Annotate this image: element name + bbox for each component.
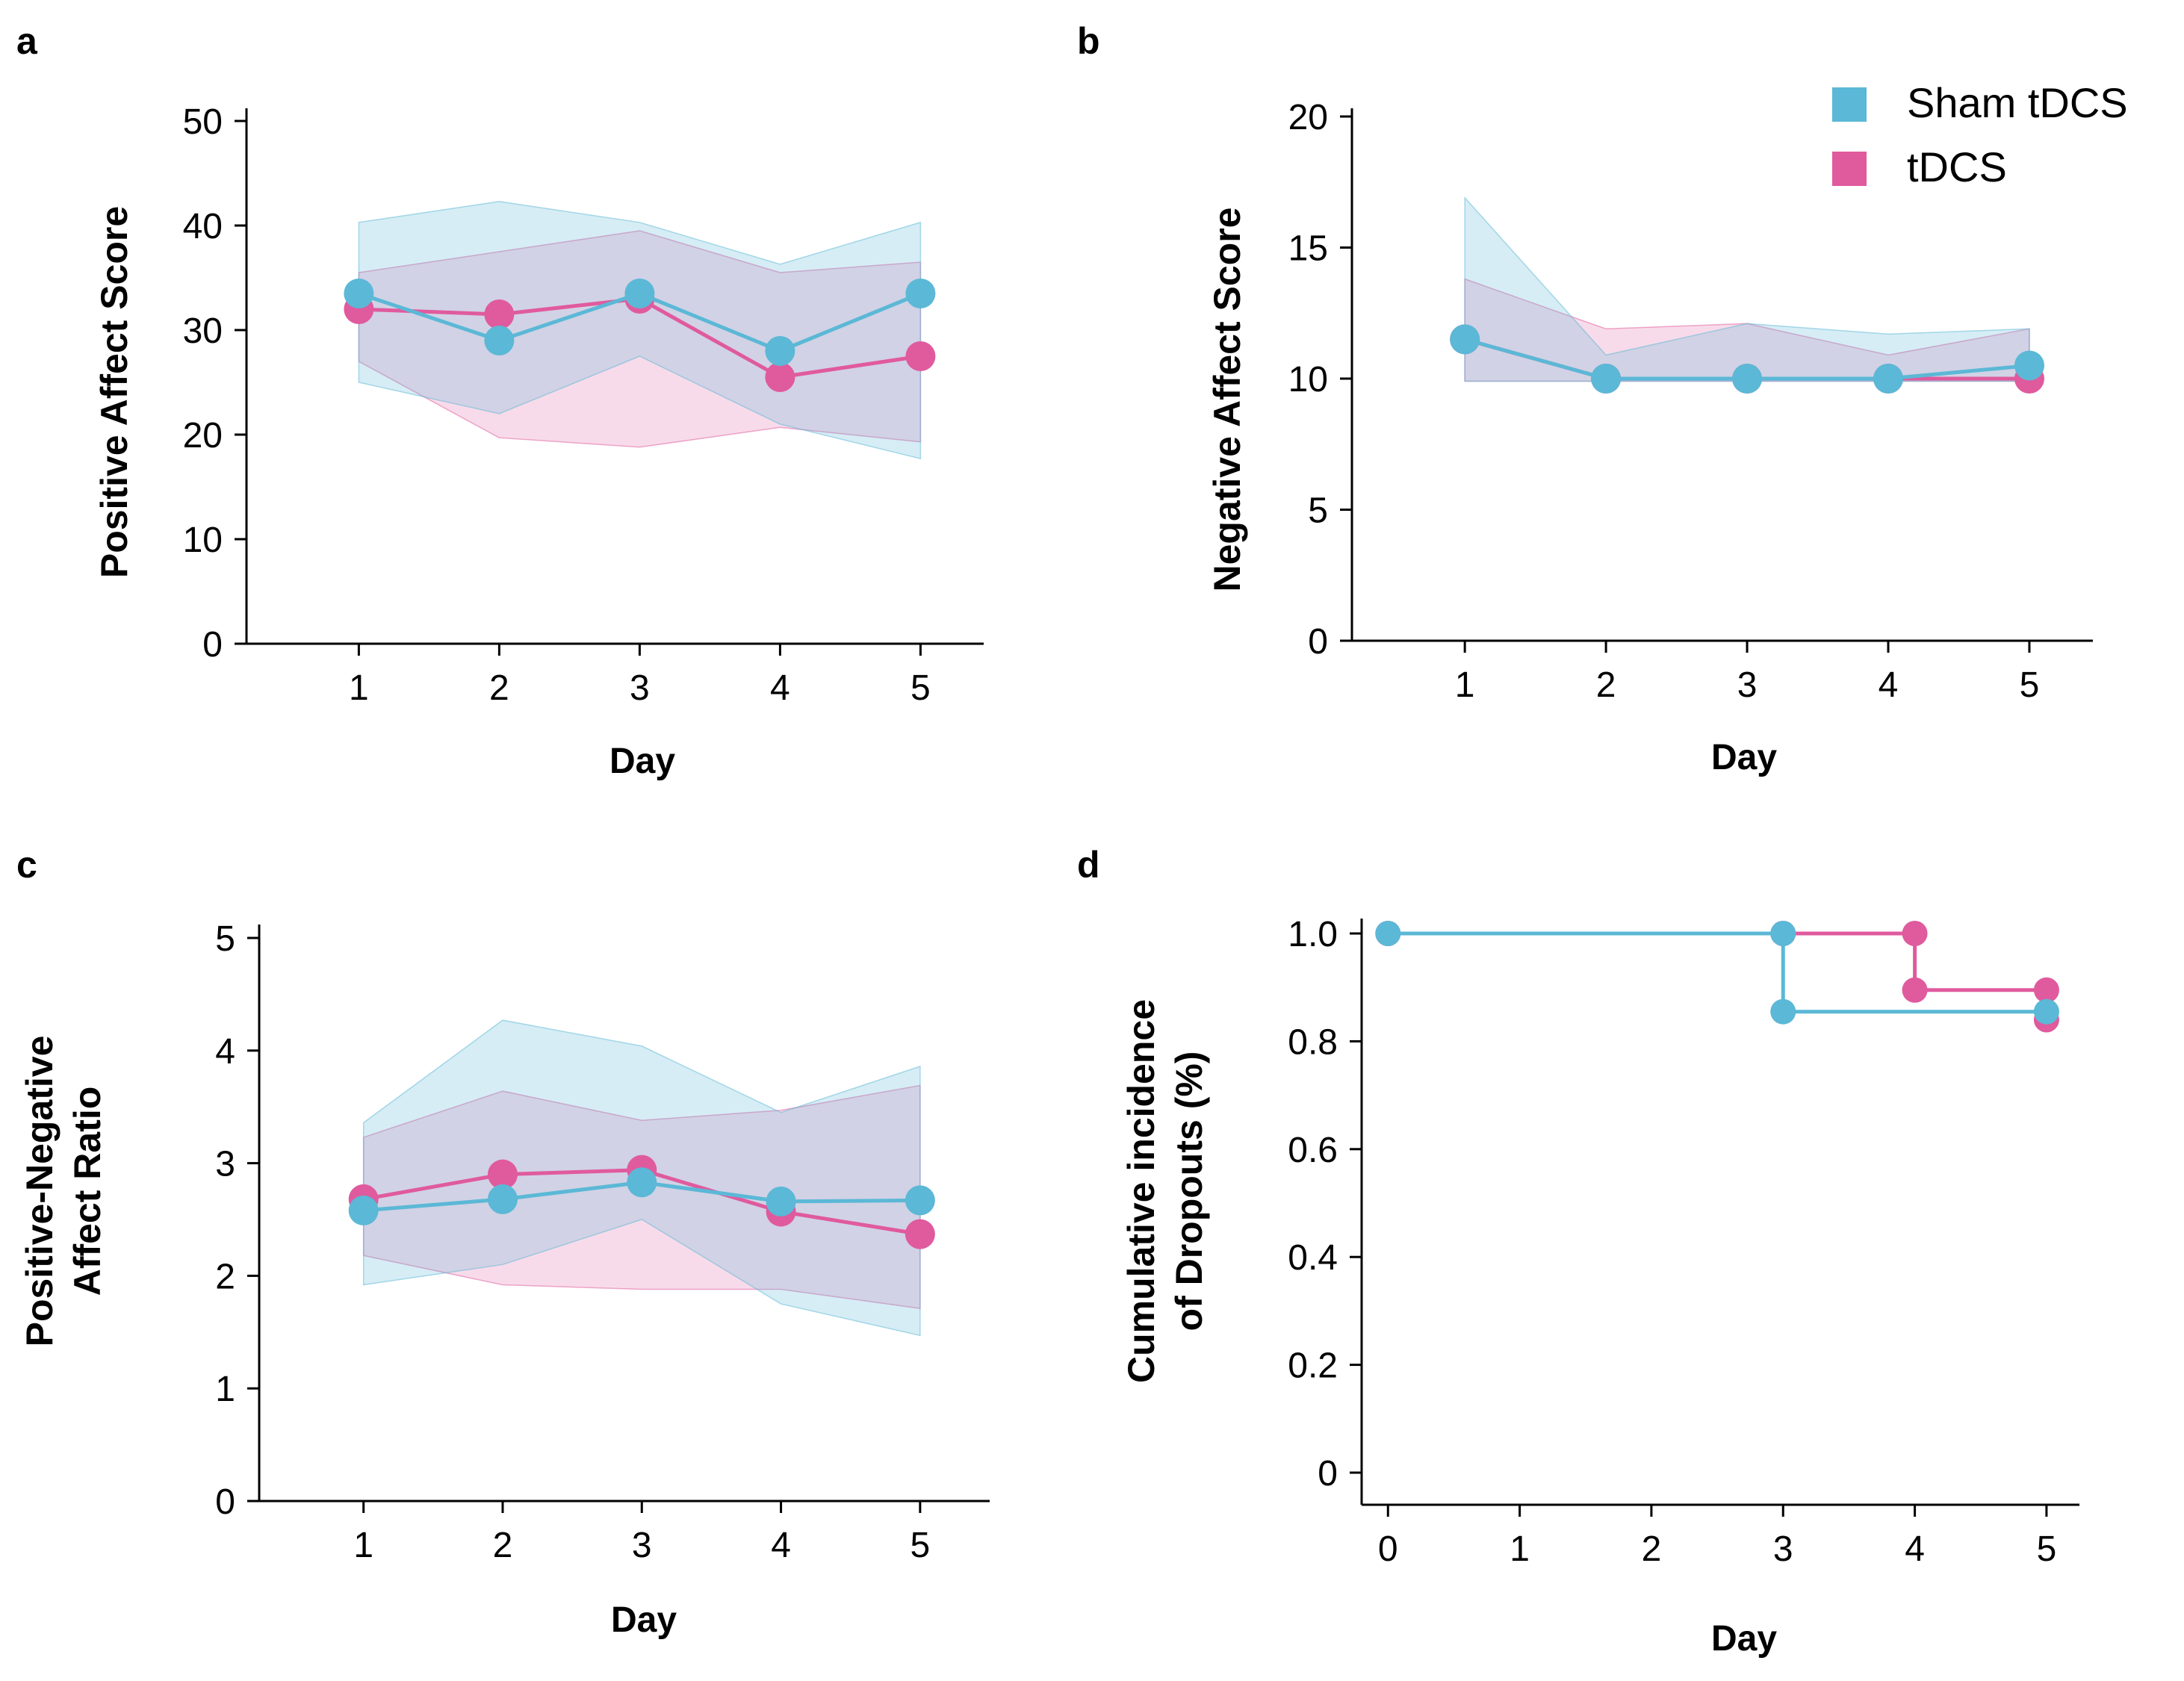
x-tick-label: 0 [1378,1529,1398,1569]
data-point-sham-tdcs [905,279,936,308]
data-point-sham-tdcs [905,1185,935,1216]
x-tick-label: 1 [1510,1529,1530,1569]
data-point-tdcs [1902,921,1928,946]
y-tick-label: 10 [183,521,223,560]
x-tick-label: 5 [910,668,931,708]
y-axis-label: Negative Affect Score [1206,208,1248,592]
y-axis-label: Cumulative incidence of Dropouts (%) [1120,999,1210,1383]
chart-panel-c: 0 1 2 3 4 5 1 2 3 4 5 Day Positive-Negative Affect Ra… [19,919,990,1640]
y-tick-label: 4 [215,1032,235,1072]
data-point-sham-tdcs [627,1167,657,1198]
legend-swatch-tdcs [1832,152,1867,186]
data-point-sham-tdcs [488,1184,518,1214]
y-tick-label: 1 [215,1370,235,1409]
y-tick-label: 0.4 [1288,1238,1338,1278]
y-tick-label: 0 [1318,1454,1338,1494]
x-tick-label: 4 [1905,1529,1925,1569]
data-point-sham-tdcs [1873,364,1904,394]
data-point-tdcs [765,362,795,392]
data-point-sham-tdcs [1591,364,1622,394]
data-point-tdcs [905,341,936,371]
y-tick-label: 3 [215,1145,235,1184]
y-tick-label: 0.2 [1288,1346,1338,1386]
y-axis-label: Positive-Negative Affect Ratio [19,1036,108,1347]
data-point-sham-tdcs [765,336,795,366]
legend-swatch-sham [1832,87,1867,122]
chart-panel-a: 0 10 20 30 40 50 1 2 3 4 5 Day Positive Affect Score [93,102,984,781]
x-tick-label: 4 [771,1526,791,1565]
step-line-tdcs [1388,931,2047,992]
x-tick-label: 2 [1596,665,1616,705]
data-point-sham-tdcs [1375,921,1401,946]
data-point-sham-tdcs [348,1195,379,1225]
data-point-tdcs [905,1219,935,1249]
y-tick-label: 1.0 [1288,915,1338,954]
y-tick-label: 20 [183,416,223,456]
y-tick-label: 0.6 [1288,1131,1338,1170]
x-tick-label: 5 [910,1526,931,1565]
x-tick-label: 2 [489,668,509,708]
y-tick-label: 5 [1308,491,1328,531]
y-tick-label: 2 [215,1257,235,1296]
legend-label-tdcs: tDCS [1907,143,2007,190]
data-point-tdcs [2033,977,2059,1003]
x-tick-label: 5 [2020,665,2040,705]
panel-c-label: c [16,844,37,886]
band-sham-tdcs [1464,196,2030,382]
x-tick-label: 1 [349,668,369,708]
y-tick-label: 15 [1288,229,1328,269]
band-sham-tdcs [358,201,922,460]
x-tick-label: 3 [1773,1529,1793,1569]
y-tick-label: 20 [1288,98,1328,137]
legend-label-sham: Sham tDCS [1907,79,2128,126]
x-axis-label: Day [1711,1619,1777,1659]
data-point-sham-tdcs [1770,921,1796,946]
x-tick-label: 5 [2037,1529,2057,1569]
panel-d-label: d [1077,844,1100,886]
x-tick-label: 1 [353,1526,373,1565]
x-tick-label: 4 [770,668,790,708]
y-tick-label: 10 [1288,360,1328,400]
data-point-sham-tdcs [484,326,515,355]
x-tick-label: 4 [1879,665,1899,705]
y-tick-label: 0.8 [1288,1022,1338,1062]
data-point-tdcs [488,1159,518,1190]
panel-a-label: a [16,20,38,62]
data-point-sham-tdcs [1732,364,1763,394]
y-axis-label: Positive Affect Score [93,206,135,578]
x-tick-label: 2 [1642,1529,1662,1569]
y-tick-label: 0 [1308,622,1328,662]
y-tick-label: 5 [215,919,235,959]
data-point-tdcs [484,299,515,329]
x-axis-label: Day [611,1600,677,1640]
x-tick-label: 3 [1737,665,1758,705]
data-point-sham-tdcs [624,279,655,308]
x-tick-label: 2 [493,1526,513,1565]
y-tick-label: 50 [183,102,223,142]
data-point-sham-tdcs [2014,350,2044,381]
step-line-sham-tdcs [1388,931,2047,1014]
chart-panel-d: 0 0.2 0.4 0.6 0.8 1.0 0 1 2 3 4 5 Day Cumulative inci… [1120,915,2079,1659]
y-tick-label: 40 [183,207,223,246]
legend: Sham tDCS tDCS [1832,79,2128,190]
data-point-sham-tdcs [344,279,374,308]
data-point-sham-tdcs [2033,998,2059,1025]
data-point-tdcs [1902,977,1928,1003]
x-tick-label: 3 [630,668,650,708]
chart-panel-b: 0 5 10 15 20 1 2 3 4 5 Day Negative Affect Score [1206,98,2093,777]
data-point-sham-tdcs [766,1186,796,1217]
data-point-sham-tdcs [1450,324,1480,355]
y-tick-label: 30 [183,311,223,351]
x-tick-label: 1 [1455,665,1475,705]
data-point-sham-tdcs [1770,998,1796,1025]
panel-b-label: b [1077,20,1100,62]
y-tick-label: 0 [202,625,223,665]
x-axis-label: Day [1711,738,1777,777]
y-tick-label: 0 [215,1482,235,1522]
x-tick-label: 3 [632,1526,652,1565]
x-axis-label: Day [609,742,675,781]
